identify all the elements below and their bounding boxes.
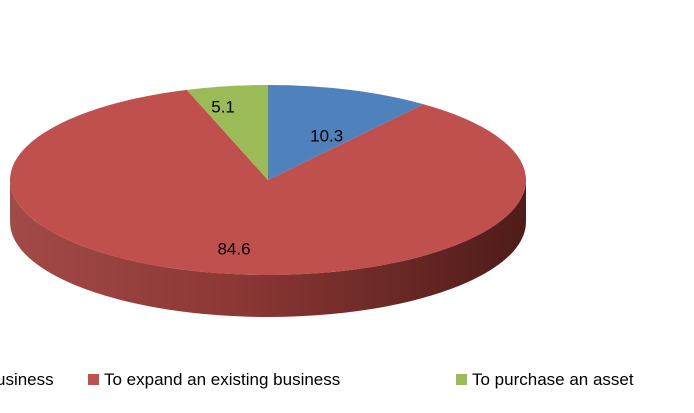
legend-item-0: usiness — [0, 370, 54, 389]
legend-label: To purchase an asset — [472, 370, 634, 389]
legend: usiness To expand an existing business To … — [0, 370, 634, 389]
data-label-2: 5.1 — [211, 97, 235, 116]
legend-swatch — [88, 374, 99, 385]
legend-swatch — [456, 374, 467, 385]
legend-item-2: To purchase an asset — [456, 370, 634, 389]
data-labels: 10.3 84.6 5.1 — [211, 97, 343, 258]
data-label-0: 10.3 — [310, 127, 343, 146]
pie-slice-1 — [10, 89, 527, 276]
pie-slice-2 — [186, 85, 268, 180]
pie-slice-0 — [268, 85, 424, 180]
pie-top-face — [10, 85, 527, 276]
legend-label: usiness — [0, 370, 54, 389]
legend-item-1: To expand an existing business — [88, 370, 340, 389]
data-label-1: 84.6 — [217, 240, 250, 259]
legend-label: To expand an existing business — [104, 370, 340, 389]
pie-side-wall — [10, 180, 526, 317]
pie-side-slice-1 — [10, 180, 526, 317]
